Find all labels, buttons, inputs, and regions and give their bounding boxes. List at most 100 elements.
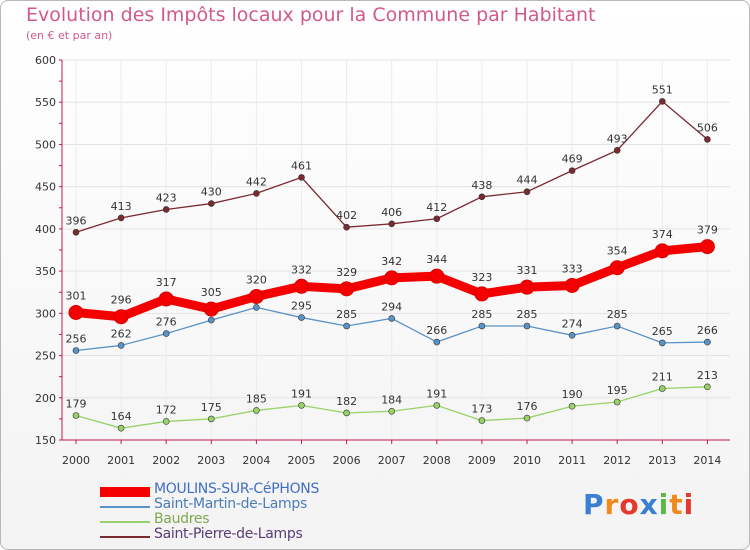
data-label: 285 [336, 308, 357, 321]
data-label: 374 [652, 228, 673, 241]
legend-swatch [100, 536, 150, 538]
data-label: 342 [381, 255, 402, 268]
data-label: 305 [201, 286, 222, 299]
data-point [298, 402, 305, 409]
data-point [564, 277, 580, 293]
data-label: 265 [652, 325, 673, 338]
x-tick-label: 2004 [242, 454, 270, 467]
data-point [388, 407, 396, 415]
data-point [343, 223, 350, 231]
data-point [208, 316, 215, 324]
y-tick-label: 250 [35, 350, 56, 363]
data-point [343, 409, 350, 417]
data-point [654, 243, 670, 259]
x-tick-label: 2002 [152, 454, 180, 467]
data-point [203, 301, 219, 317]
data-label: 354 [607, 245, 628, 258]
y-tick-label: 200 [35, 392, 56, 405]
data-label: 469 [562, 153, 583, 166]
data-label: 423 [156, 191, 177, 204]
data-point [253, 190, 260, 197]
legend-label: Saint-Pierre-de-Lamps [154, 526, 303, 542]
data-label: 176 [517, 400, 538, 413]
data-label: 285 [607, 308, 628, 321]
data-point [388, 220, 396, 228]
data-point [162, 418, 170, 425]
data-point [523, 188, 531, 196]
data-label: 262 [111, 327, 132, 340]
data-point [704, 136, 711, 143]
data-point [613, 398, 621, 406]
data-point [253, 407, 260, 414]
data-label: 274 [562, 317, 583, 330]
data-label: 182 [336, 395, 357, 408]
data-label: 191 [426, 387, 447, 400]
x-tick-label: 2001 [107, 454, 135, 467]
data-label: 173 [471, 403, 492, 416]
data-label: 329 [336, 266, 357, 279]
data-label: 444 [517, 174, 538, 187]
series-lines [68, 98, 715, 432]
legend-swatch [100, 506, 150, 508]
data-label: 266 [426, 324, 447, 337]
data-label: 296 [111, 294, 132, 307]
x-tick-label: 2006 [333, 454, 361, 467]
data-point [72, 347, 80, 354]
data-label: 294 [381, 300, 402, 313]
data-point [658, 339, 666, 347]
y-tick-label: 600 [35, 54, 56, 67]
data-point [158, 291, 174, 307]
data-label: 256 [66, 332, 87, 345]
data-labels: 301 296 317 305 320 332 329 342 344 323 331 333 354 3… [66, 83, 718, 423]
data-label: 396 [66, 214, 87, 227]
data-label: 191 [291, 387, 312, 400]
y-tick-label: 400 [35, 223, 56, 236]
data-label: 285 [471, 308, 492, 321]
data-label: 164 [111, 410, 132, 423]
x-tick-label: 2014 [693, 454, 721, 467]
x-tick-label: 2011 [558, 454, 586, 467]
data-point [433, 338, 441, 346]
x-tick-label: 2010 [513, 454, 541, 467]
data-point [72, 228, 80, 236]
data-point [519, 279, 535, 295]
data-point [478, 193, 486, 201]
data-point [384, 270, 400, 286]
x-tick-label: 2000 [62, 454, 90, 467]
data-point [117, 214, 125, 222]
data-point [568, 167, 576, 174]
data-point [162, 330, 170, 337]
data-point [568, 402, 576, 410]
data-point [298, 174, 305, 181]
legend-swatch [100, 487, 150, 497]
data-label: 323 [471, 271, 492, 284]
data-label: 317 [156, 276, 177, 289]
data-label: 438 [471, 179, 492, 192]
data-label: 430 [201, 186, 222, 199]
data-point [117, 342, 125, 349]
data-label: 184 [381, 393, 402, 406]
data-label: 413 [111, 200, 132, 213]
data-label: 276 [156, 316, 177, 329]
data-label: 211 [652, 370, 673, 383]
x-tick-label: 2013 [648, 454, 676, 467]
data-point [113, 309, 129, 325]
data-label: 442 [246, 175, 267, 188]
data-point [253, 304, 260, 311]
data-point [339, 281, 355, 297]
data-point [72, 412, 80, 419]
data-point [523, 414, 531, 422]
chart-subtitle: (en € et par an) [26, 29, 113, 42]
x-tick-label: 2008 [423, 454, 451, 467]
x-tick-label: 2003 [197, 454, 225, 467]
data-point [474, 286, 490, 302]
data-label: 301 [66, 289, 87, 302]
data-point [704, 383, 711, 391]
y-tick-label: 150 [35, 434, 56, 447]
y-tick-label: 350 [35, 265, 56, 278]
legend-swatch [100, 521, 150, 523]
x-tick-label: 2007 [378, 454, 406, 467]
data-point [162, 206, 170, 213]
data-point [248, 288, 264, 304]
